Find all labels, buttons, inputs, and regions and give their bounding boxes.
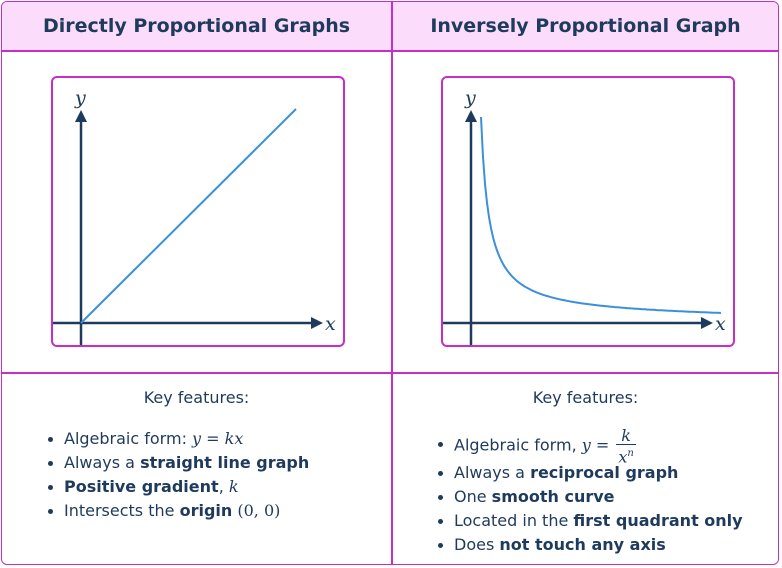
key-features-title-left: Key features: [143, 388, 250, 407]
formula-inverse: y = [581, 435, 615, 455]
column-divider [391, 2, 393, 564]
direct-proportion-graph: x y [51, 76, 345, 347]
y-axis-label: y [464, 87, 476, 109]
key-features-title-right: Key features: [532, 388, 639, 407]
y-axis-arrow-icon [465, 110, 477, 122]
x-axis-label: x [325, 313, 336, 335]
x-axis-label: x [715, 313, 726, 335]
list-item: Always a straight line graph [46, 451, 309, 475]
list-item: Algebraic form, y = k xn [436, 427, 743, 465]
list-item: Always a reciprocal graph [436, 461, 743, 485]
y-axis-arrow-icon [75, 110, 87, 122]
direct-features-list: Algebraic form: y = kx Always a straight… [46, 427, 309, 523]
list-item: Located in the first quadrant only [436, 509, 743, 533]
list-item: Positive gradient, k [46, 475, 309, 499]
row-divider [2, 372, 778, 374]
list-item: Does not touch any axis [436, 533, 743, 557]
header-divider [2, 50, 778, 52]
fraction: k xn [616, 426, 636, 467]
list-item: Algebraic form: y = kx [46, 427, 309, 451]
header-directly-proportional: Directly Proportional Graphs [2, 2, 391, 50]
list-item: One smooth curve [436, 485, 743, 509]
x-axis-arrow-icon [311, 317, 323, 329]
header-inversely-proportional: Inversely Proportional Graph [392, 2, 778, 50]
formula-direct: y = kx [192, 429, 244, 448]
list-item: Intersects the origin (0, 0) [46, 499, 309, 523]
reciprocal-curve [480, 116, 721, 314]
proportional-line [80, 108, 297, 324]
x-axis-arrow-icon [701, 317, 713, 329]
inverse-features-list: Algebraic form, y = k xn Always a recipro… [436, 427, 743, 557]
y-axis-label: y [74, 87, 86, 109]
inverse-proportion-graph: x y [441, 76, 735, 347]
